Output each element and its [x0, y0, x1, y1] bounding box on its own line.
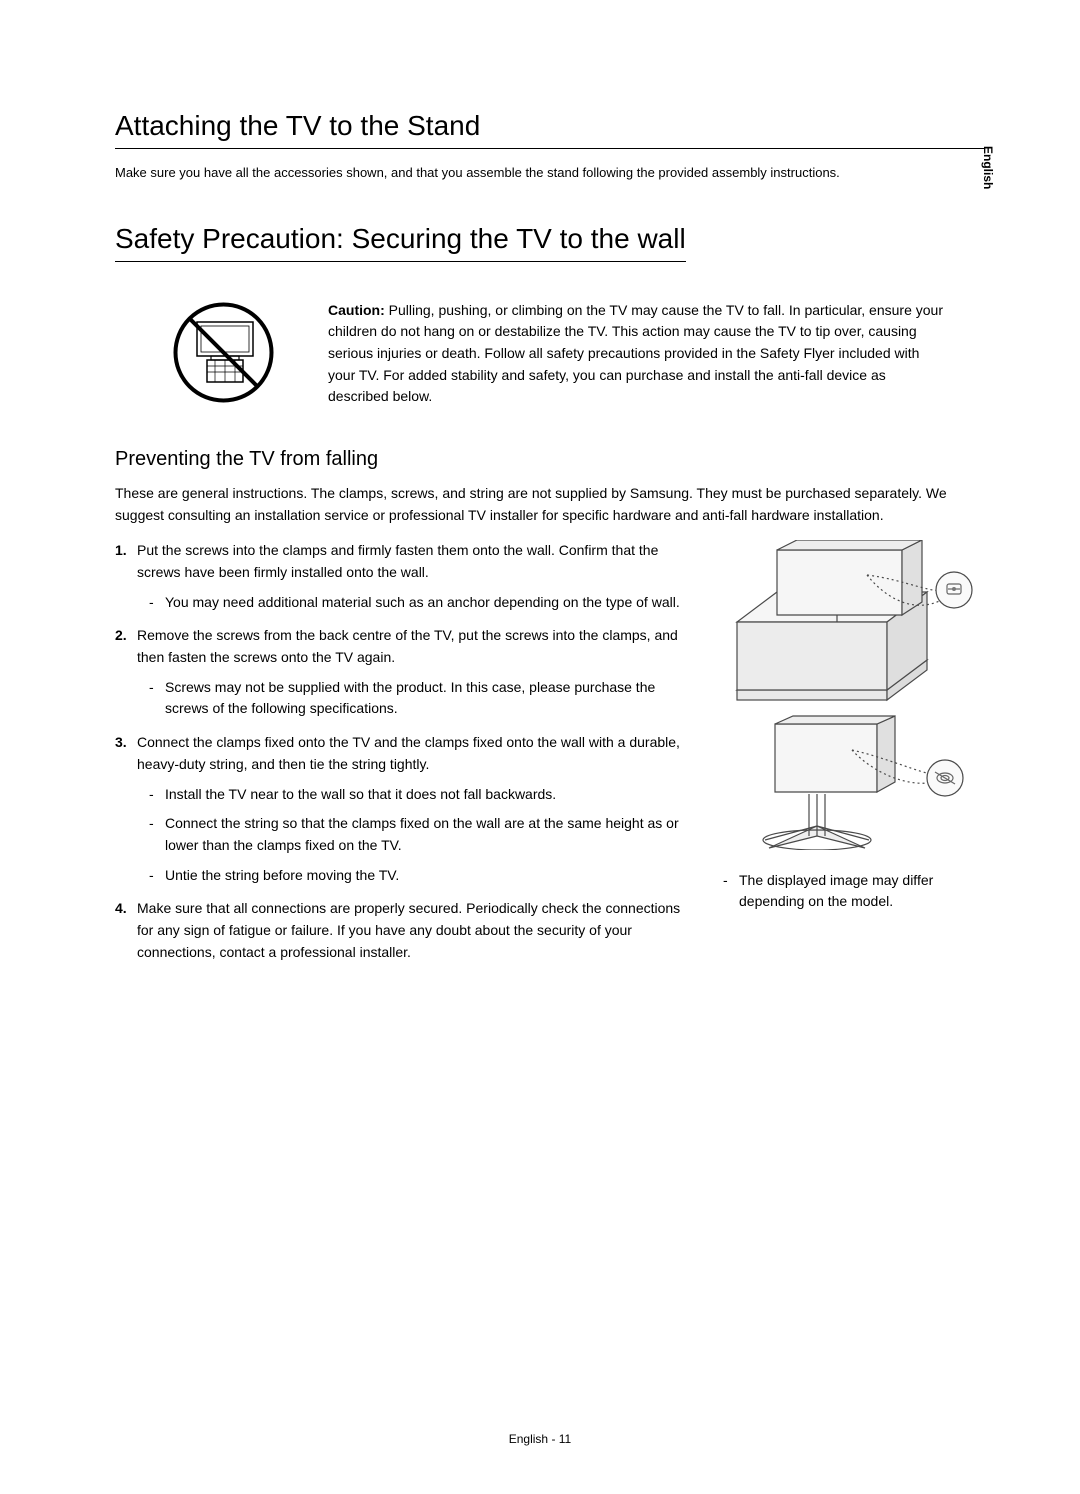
heading-attaching: Attaching the TV to the Stand [115, 110, 985, 149]
tv-anchor-diagram-icon [717, 540, 985, 850]
intro-text-1: Make sure you have all the accessories s… [115, 163, 985, 183]
language-tab: English [981, 146, 995, 189]
step-3: Connect the clamps fixed onto the TV and… [115, 732, 689, 886]
step-text: Remove the screws from the back centre o… [137, 627, 678, 665]
step-text: Connect the clamps fixed onto the TV and… [137, 734, 680, 772]
subheading-preventing: Preventing the TV from falling [115, 448, 985, 471]
step-4: Make sure that all connections are prope… [115, 898, 689, 963]
caution-label: Caution: [328, 302, 385, 318]
step-sub: Screws may not be supplied with the prod… [137, 677, 689, 720]
step-sub: You may need additional material such as… [137, 592, 689, 614]
caution-body: Pulling, pushing, or climbing on the TV … [328, 302, 943, 405]
general-note: These are general instructions. The clam… [115, 483, 985, 526]
step-text: Put the screws into the clamps and firml… [137, 542, 658, 580]
step-text: Make sure that all connections are prope… [137, 900, 680, 959]
step-2: Remove the screws from the back centre o… [115, 625, 689, 720]
caution-text: Caution: Pulling, pushing, or climbing o… [328, 300, 985, 408]
heading-safety: Safety Precaution: Securing the TV to th… [115, 223, 686, 262]
figure-note: The displayed image may differ depending… [717, 870, 985, 912]
step-1: Put the screws into the clamps and firml… [115, 540, 689, 613]
step-sub: Connect the string so that the clamps fi… [137, 813, 689, 856]
step-sub: Untie the string before moving the TV. [137, 865, 689, 887]
steps-list: Put the screws into the clamps and firml… [115, 540, 689, 963]
caution-block: Caution: Pulling, pushing, or climbing o… [115, 300, 985, 408]
page-footer: English - 11 [0, 1432, 1080, 1446]
step-sub: Install the TV near to the wall so that … [137, 784, 689, 806]
prohibition-icon [171, 300, 276, 405]
